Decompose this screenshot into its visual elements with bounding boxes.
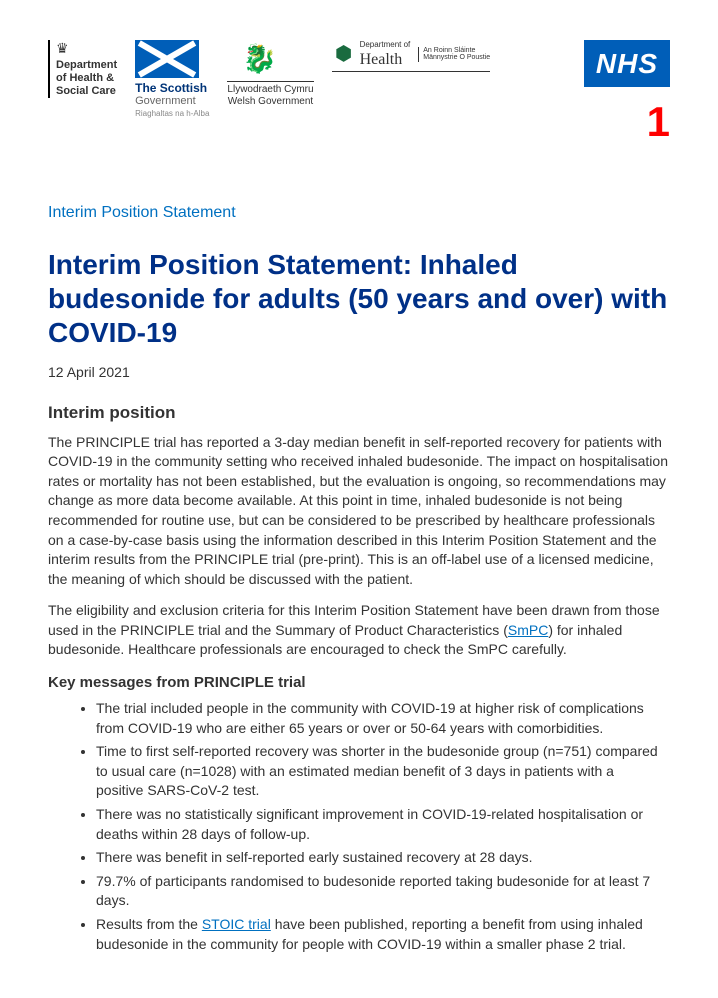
welsh-line2: Welsh Government: [227, 96, 313, 108]
dhsc-line1: Department: [56, 59, 117, 72]
bullet6-a: Results from the: [96, 916, 202, 932]
document-date: 12 April 2021: [48, 363, 670, 383]
list-item: The trial included people in the communi…: [96, 699, 670, 738]
smpc-link[interactable]: SmPC: [508, 622, 548, 638]
list-item: 79.7% of participants randomised to bude…: [96, 872, 670, 911]
dhsc-logo: ♛ Department of Health & Social Care: [48, 40, 117, 98]
crown-icon: ♛: [56, 40, 117, 57]
scot-line2: Government: [135, 95, 209, 108]
scot-line3: Riaghaltas na h-Alba: [135, 109, 209, 119]
page-number: 1: [647, 93, 670, 152]
stoic-trial-link[interactable]: STOIC trial: [202, 916, 271, 932]
doh-health: Health: [360, 50, 411, 69]
welsh-gov-logo: 🐉 Llywodraeth Cymru Welsh Government: [227, 40, 313, 108]
scot-line1: The Scottish: [135, 81, 209, 95]
key-messages-heading: Key messages from PRINCIPLE trial: [48, 672, 670, 693]
dept-of-health-logo: ⬢ Department of Health An Roinn Sláinte …: [332, 40, 491, 74]
doh-dept: Department of: [360, 40, 411, 50]
scottish-gov-logo: The Scottish Government Riaghaltas na h-…: [135, 40, 209, 118]
dhsc-line2: of Health &: [56, 72, 117, 85]
paragraph-2: The eligibility and exclusion criteria f…: [48, 601, 670, 660]
list-item: There was benefit in self-reported early…: [96, 848, 670, 868]
saltire-icon: [135, 40, 199, 78]
doh-r2: Männystrie O Poustie: [423, 54, 490, 62]
welsh-line1: Llywodraeth Cymru: [227, 81, 313, 96]
header-logos: ♛ Department of Health & Social Care The…: [48, 40, 670, 152]
key-messages-list: The trial included people in the communi…: [48, 699, 670, 954]
interim-position-heading: Interim position: [48, 401, 670, 425]
dhsc-line3: Social Care: [56, 85, 117, 98]
paragraph-1: The PRINCIPLE trial has reported a 3-day…: [48, 433, 670, 590]
hexagon-icon: ⬢: [332, 42, 356, 66]
dragon-icon: 🐉: [227, 40, 291, 78]
list-item: Results from the STOIC trial have been p…: [96, 915, 670, 954]
list-item: Time to first self-reported recovery was…: [96, 742, 670, 801]
list-item: There was no statistically significant i…: [96, 805, 670, 844]
document-title: Interim Position Statement: Inhaled bude…: [48, 248, 670, 349]
nhs-logo: NHS: [584, 40, 670, 87]
nhs-block: NHS 1: [584, 40, 670, 152]
section-label: Interim Position Statement: [48, 202, 670, 224]
doh-r1: An Roinn Sláinte: [423, 47, 490, 55]
